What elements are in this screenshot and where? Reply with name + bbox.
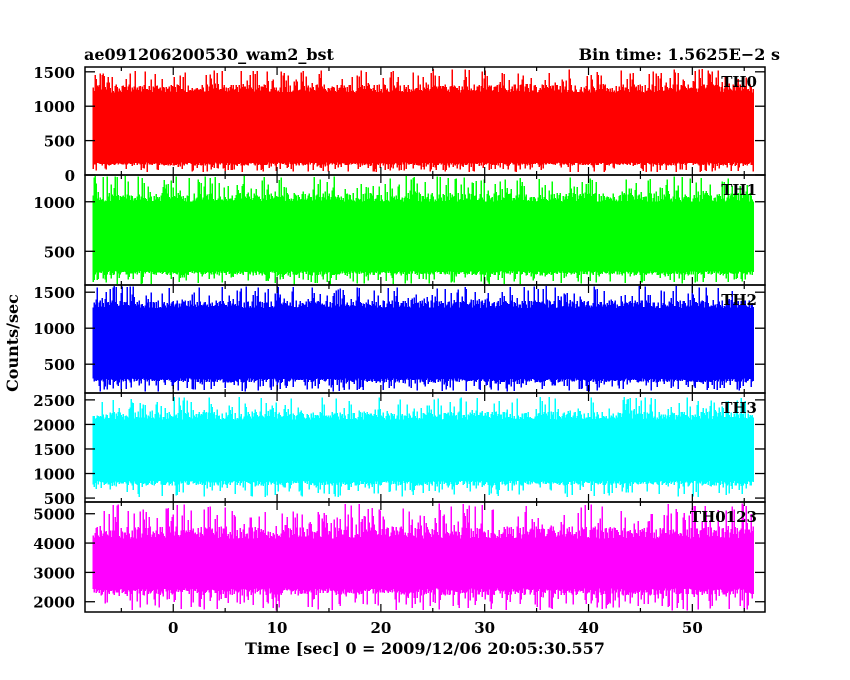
series-th3 bbox=[92, 397, 754, 497]
y-tick-label: 5000 bbox=[33, 506, 75, 524]
y-tick-label: 4000 bbox=[33, 535, 75, 553]
series-th2 bbox=[92, 285, 754, 392]
y-tick-label: 500 bbox=[44, 490, 75, 508]
x-tick-label: 20 bbox=[370, 619, 391, 637]
panel-th2: 500 1000 1500 TH2 bbox=[33, 284, 766, 394]
y-tick-label: 1500 bbox=[33, 284, 75, 302]
y-tick-label: 1500 bbox=[33, 441, 75, 459]
panel-label: TH1 bbox=[721, 181, 757, 199]
panel-label: TH3 bbox=[721, 399, 757, 417]
chart-title: ae091206200530_wam2_bst bbox=[84, 45, 335, 64]
x-tick-label: 10 bbox=[267, 619, 288, 637]
series-th0 bbox=[92, 69, 754, 173]
x-tick-label: 40 bbox=[578, 619, 599, 637]
series-th0123 bbox=[92, 503, 754, 611]
series-th1 bbox=[92, 176, 754, 285]
y-tick-label: 2000 bbox=[33, 594, 75, 612]
panel-th0123: 2000 3000 4000 5000 TH0123 bbox=[33, 501, 766, 613]
panel-label: TH2 bbox=[721, 291, 757, 309]
panel-th0: 0 500 1000 1500 TH0 bbox=[33, 64, 766, 185]
panel-label: TH0 bbox=[721, 73, 757, 91]
y-tick-label: 0 bbox=[65, 167, 75, 185]
y-axis-label: Counts/sec bbox=[3, 294, 22, 392]
y-tick-label: 1500 bbox=[33, 64, 75, 82]
y-tick-label: 1000 bbox=[33, 466, 75, 484]
y-tick-label: 2000 bbox=[33, 416, 75, 434]
y-tick-label: 1000 bbox=[33, 320, 75, 338]
bin-time-label: Bin time: 1.5625E−2 s bbox=[579, 45, 780, 64]
x-tick-label: 30 bbox=[474, 619, 495, 637]
y-tick-label: 3000 bbox=[33, 564, 75, 582]
y-tick-label: 500 bbox=[44, 356, 75, 374]
x-axis-label: Time [sec] 0 = 2009/12/06 20:05:30.557 bbox=[245, 639, 605, 658]
y-tick-label: 500 bbox=[44, 243, 75, 261]
panel-th3: 500 1000 1500 2000 2500 TH3 bbox=[33, 392, 766, 508]
x-tick-label: 50 bbox=[682, 619, 703, 637]
y-tick-label: 2500 bbox=[33, 392, 75, 410]
panel-label: TH0123 bbox=[690, 508, 757, 526]
y-tick-label: 500 bbox=[44, 133, 75, 151]
y-tick-label: 1000 bbox=[33, 98, 75, 116]
panel-frame bbox=[84, 501, 766, 613]
panel-th1: 500 1000 TH1 bbox=[33, 174, 766, 286]
y-tick-label: 1000 bbox=[33, 194, 75, 212]
x-tick-label: 0 bbox=[168, 619, 178, 637]
